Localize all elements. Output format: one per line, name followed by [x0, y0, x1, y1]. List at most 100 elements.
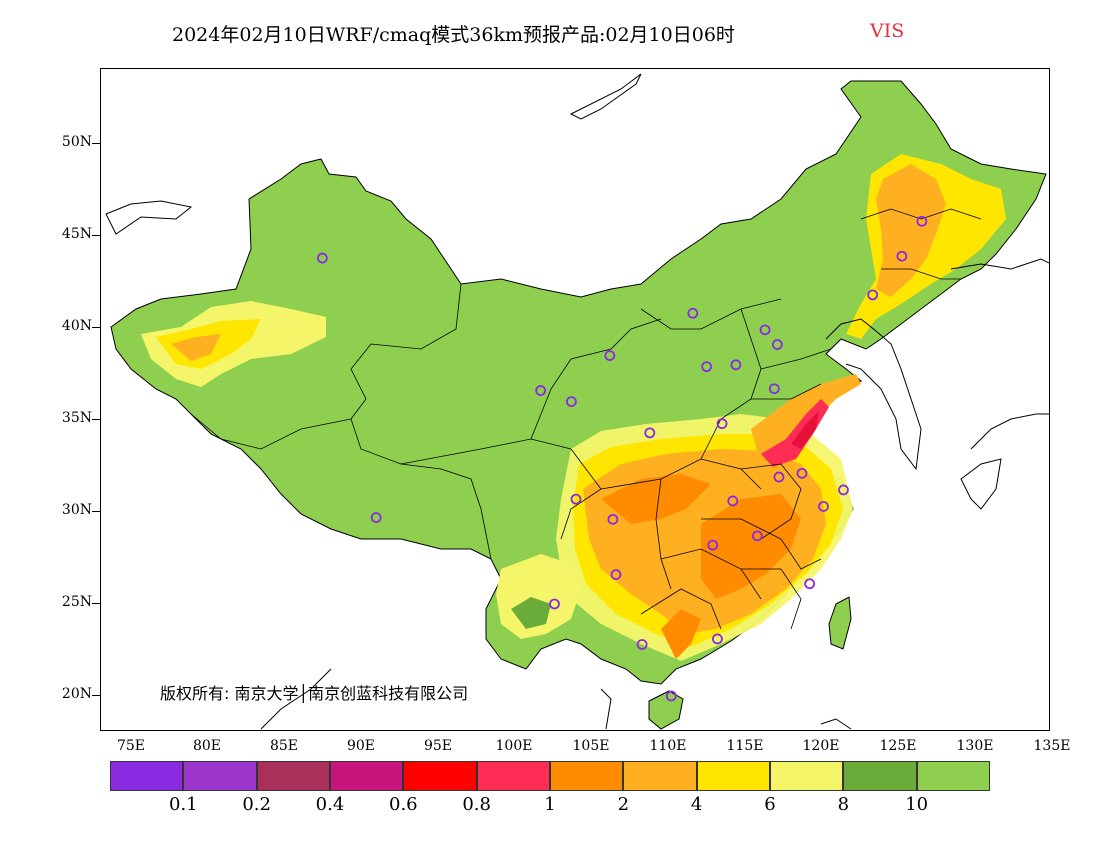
legend-swatch	[916, 761, 990, 791]
station-marker	[549, 598, 560, 610]
legend-label: 8	[837, 794, 850, 815]
lat-tick	[92, 603, 100, 604]
station-marker	[916, 215, 928, 227]
lon-label-125e: 125E	[879, 738, 917, 754]
map-title: 2024年02月10日WRF/cmaq模式36km预报产品:02月10日06时 …	[0, 20, 1100, 50]
legend-label: 0.1	[169, 794, 198, 815]
station-marker	[701, 361, 713, 373]
vis-zone-1-2	[601, 474, 711, 524]
vis-zone-6-8-yunnan	[496, 554, 581, 639]
vis-zone-dark-green-yunnan	[511, 597, 551, 629]
station-markers	[316, 215, 928, 702]
legend-swatch	[256, 761, 330, 791]
vis-zone-2-4-xinjiang	[171, 334, 221, 361]
lon-label-75e: 75E	[116, 738, 146, 754]
coastlines	[105, 73, 1049, 730]
legend-label: 0.2	[242, 794, 271, 815]
legend-label: 0.6	[389, 794, 418, 815]
legend-swatch	[623, 761, 697, 791]
legend-swatch	[843, 761, 917, 791]
lon-label-135e: 135E	[1033, 738, 1071, 754]
station-marker	[570, 493, 582, 505]
station-marker	[607, 513, 619, 525]
lat-label-45n: 45N	[61, 226, 92, 242]
lat-label-25n: 25N	[61, 594, 92, 610]
lon-label-80e: 80E	[192, 738, 222, 754]
legend-swatch	[550, 761, 624, 791]
vis-zone-under-0.8	[791, 411, 819, 449]
variable-label: VIS	[870, 20, 905, 42]
legend-label: 1	[544, 794, 556, 815]
legend-label: 0.4	[315, 794, 345, 815]
legend-swatch	[770, 761, 844, 791]
lat-tick	[92, 419, 100, 420]
station-marker	[804, 578, 816, 590]
station-marker	[727, 495, 739, 507]
legend-swatch	[403, 761, 477, 791]
legend-label: 2	[617, 794, 630, 815]
station-marker	[707, 539, 719, 551]
lat-tick	[92, 327, 100, 328]
lat-tick	[92, 695, 100, 696]
lon-label-110e: 110E	[649, 738, 687, 754]
lon-label-130e: 130E	[956, 738, 994, 754]
station-marker	[665, 690, 677, 702]
vis-zone-2-4-northeast	[876, 164, 946, 297]
station-marker	[565, 396, 577, 408]
station-marker	[370, 512, 382, 523]
color-legend	[110, 761, 990, 791]
station-marker	[610, 569, 622, 580]
vis-zone-1-2-coast	[661, 609, 701, 659]
lat-label-35n: 35N	[61, 410, 92, 426]
legend-label: 6	[764, 794, 776, 815]
legend-swatch	[696, 761, 770, 791]
station-marker	[644, 427, 656, 439]
station-marker	[796, 467, 808, 479]
lat-label-20n: 20N	[61, 686, 92, 702]
lat-tick	[92, 235, 100, 236]
lat-label-50n: 50N	[61, 134, 92, 150]
vis-zone-1-2-south	[701, 494, 801, 599]
station-marker	[768, 383, 780, 395]
station-marker	[818, 501, 829, 512]
lat-label-40n: 40N	[61, 318, 92, 334]
station-marker	[867, 289, 879, 301]
lon-label-95e: 95E	[423, 738, 453, 754]
lat-tick	[92, 511, 100, 512]
legend-label: 10	[905, 794, 929, 815]
legend-swatch	[476, 761, 550, 791]
station-marker	[712, 633, 723, 645]
station-marker	[771, 339, 783, 350]
vis-zone-under-1	[761, 399, 829, 467]
copyright-text: 版权所有: 南京大学│南京创蓝科技有限公司	[160, 684, 469, 703]
map-panel	[100, 68, 1050, 731]
lon-label-115e: 115E	[726, 738, 764, 754]
station-marker	[896, 250, 908, 262]
station-marker	[730, 359, 742, 371]
china-visibility-map	[105, 73, 1049, 730]
station-marker	[716, 418, 728, 430]
hainan-island	[648, 690, 684, 730]
lon-label-85e: 85E	[269, 738, 299, 754]
station-marker	[751, 530, 763, 542]
lon-label-105e: 105E	[572, 738, 610, 754]
station-marker	[535, 385, 547, 396]
lat-label-30n: 30N	[61, 502, 92, 518]
station-marker	[838, 484, 849, 496]
legend-swatch	[183, 761, 257, 791]
station-marker	[604, 350, 616, 362]
legend-swatch	[110, 761, 184, 791]
legend-label: 0.8	[462, 794, 491, 815]
lat-tick	[92, 143, 100, 144]
station-marker	[316, 252, 328, 264]
station-marker	[773, 471, 785, 483]
legend-swatch	[330, 761, 404, 791]
lon-label-120e: 120E	[802, 738, 840, 754]
title-text: 2024年02月10日WRF/cmaq模式36km预报产品:02月10日06时	[172, 24, 735, 46]
taiwan-island	[828, 596, 852, 650]
station-marker	[636, 639, 648, 650]
station-marker	[759, 324, 771, 336]
station-marker	[687, 307, 699, 319]
lon-label-90e: 90E	[346, 738, 376, 754]
lon-label-100e: 100E	[495, 738, 533, 754]
